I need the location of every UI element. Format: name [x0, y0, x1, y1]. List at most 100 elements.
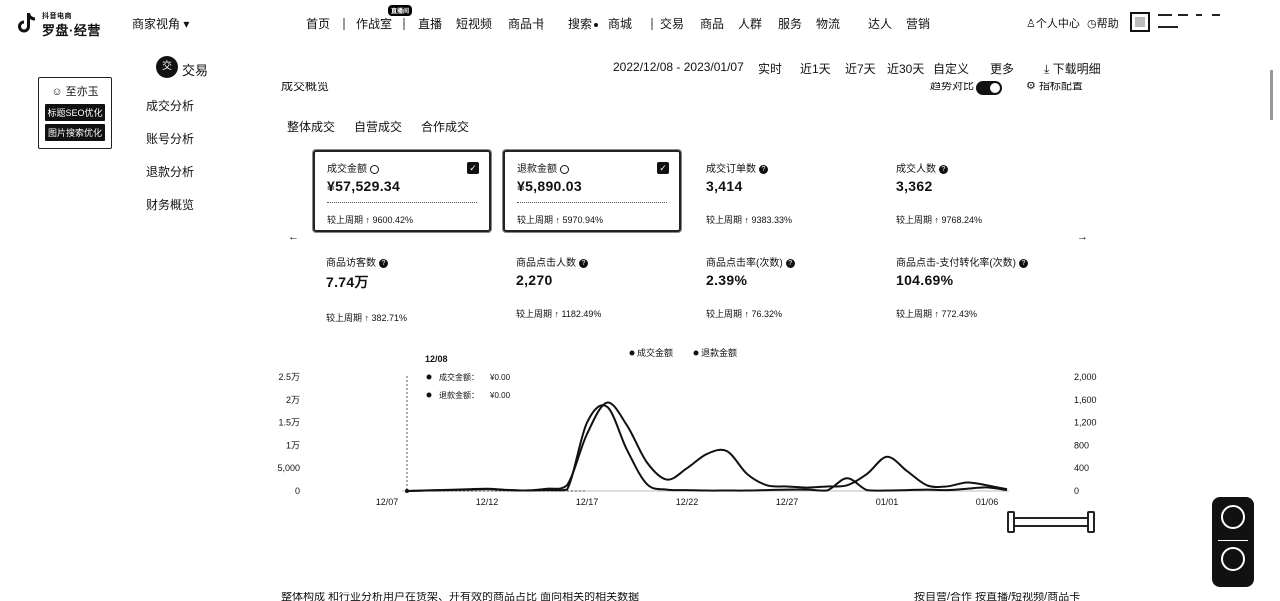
y-right-tick-label: 400 [1074, 463, 1089, 473]
metric-card-deal-amount[interactable]: 成交金额 ¥57,529.34 较上周期 ↑ 9600.42% ✓ [313, 150, 491, 232]
trend-compare-toggle[interactable] [976, 81, 1002, 95]
nav-short-video[interactable]: 短视频 [456, 17, 493, 31]
tab-coop-deal[interactable]: 合作成交 [421, 120, 470, 134]
date-last-1-day[interactable]: 近1天 [800, 62, 831, 76]
nav-crowd[interactable]: 人群 [738, 17, 763, 31]
seo-tools-card: ☺ 至亦玉 标题SEO优化 图片搜索优化 [38, 77, 112, 149]
legend-label: 成交金额 [637, 347, 673, 358]
help-icon: ? [785, 258, 795, 268]
prev-arrow-icon[interactable]: ← [288, 231, 299, 243]
date-last-30-days[interactable]: 近30天 [887, 62, 925, 76]
user-center-label: 个人中心 [1035, 18, 1080, 30]
help-icon: ? [939, 164, 948, 174]
metric-label: 成交金额 [327, 160, 477, 175]
title-seo-button[interactable]: 标题SEO优化 [45, 104, 105, 121]
nav-marketing[interactable]: 营销 [906, 17, 931, 31]
merchant-view-dropdown[interactable]: 商家视角 ▾ [132, 17, 190, 31]
menu-refund-analysis[interactable]: 退款分析 [146, 165, 195, 179]
metric-card-click-rate[interactable]: 商品点击率(次数)? 2.39% 较上周期 ↑ 76.32% [694, 246, 872, 328]
chart-series [405, 401, 1008, 493]
metric-value: 2,270 [516, 272, 553, 288]
tab-self-deal[interactable]: 自营成交 [354, 120, 403, 134]
metric-card-buyer-count[interactable]: 成交人数? 3,362 较上周期 ↑ 9768.24% [884, 152, 1062, 234]
nav-service[interactable]: 服务 [778, 17, 803, 31]
metric-value: 3,362 [896, 178, 933, 194]
indicator-config-button[interactable]: ⚙ 指标配置 [1026, 82, 1083, 92]
download-label: 下载明细 [1052, 62, 1101, 76]
date-range-picker[interactable]: 2022/12/08 - 2023/01/07 [613, 60, 744, 74]
x-tick-label: 12/17 [576, 497, 599, 507]
seo-card-title: ☺ 至亦玉 [43, 83, 107, 99]
checked-checkbox-icon[interactable]: ✓ [657, 162, 669, 174]
user-center-link[interactable]: ♙个人中心 [1026, 15, 1080, 31]
x-tick-label: 12/22 [676, 497, 699, 507]
help-icon: ? [579, 258, 588, 268]
metric-card-product-clickers[interactable]: 商品点击人数? 2,270 较上周期 ↑ 1182.49% [504, 246, 682, 328]
metric-card-product-visitors[interactable]: 商品访客数? 7.74万 较上周期 ↑ 382.71% [314, 246, 492, 328]
nav-logistics[interactable]: 物流 [816, 17, 841, 31]
date-realtime[interactable]: 实时 [758, 62, 783, 76]
metric-compare: 较上周期 ↑ 5970.94% [517, 215, 604, 225]
robot-assistant-icon[interactable] [1221, 547, 1245, 571]
avatar[interactable] [1130, 12, 1150, 32]
menu-deal-analysis[interactable]: 成交分析 [146, 99, 195, 113]
metric-value: 7.74万 [326, 274, 369, 290]
metric-label-text: 商品点击率(次数) [706, 258, 783, 269]
bottom-section-filters[interactable]: 按自营/合作 按直播/短视频/商品卡 [914, 592, 1081, 601]
metric-card-order-count[interactable]: 成交订单数? 3,414 较上周期 ↑ 9383.33% [694, 152, 872, 234]
date-more[interactable]: 更多 [990, 62, 1015, 76]
help-link[interactable]: ◷帮助 [1087, 15, 1119, 31]
nav-separator [541, 18, 543, 30]
y-left-tick-label: 1万 [286, 440, 300, 450]
metric-value: 104.69% [896, 272, 954, 288]
y-right-tick-label: 0 [1074, 486, 1079, 496]
message-icon[interactable] [1221, 505, 1245, 529]
metric-value: ¥5,890.03 [517, 178, 582, 194]
slider-left-handle[interactable] [1007, 511, 1015, 533]
nav-product-card[interactable]: 商品卡 [508, 17, 545, 31]
download-icon: ⤓ [1044, 62, 1050, 76]
tab-overall-deal[interactable]: 整体成交 [287, 120, 336, 134]
help-icon: ? [379, 258, 388, 268]
chart-range-slider[interactable] [1007, 511, 1095, 533]
menu-finance-overview[interactable]: 财务概览 [146, 198, 195, 212]
nav-product[interactable]: 商品 [700, 17, 725, 31]
brand-title: 罗盘·经营 [42, 23, 101, 38]
nav-talent[interactable]: 达人 [868, 17, 893, 31]
help-icon: ◷ [1087, 18, 1097, 30]
image-search-button[interactable]: 图片搜索优化 [45, 124, 105, 141]
download-details-button[interactable]: ⤓ 下载明细 [1044, 60, 1101, 77]
page-scrollbar[interactable] [1270, 70, 1273, 120]
legend-marker [629, 350, 635, 356]
nav-trade[interactable]: 交易 [660, 17, 685, 31]
metric-label: 商品点击率(次数)? [706, 254, 860, 269]
next-arrow-icon[interactable]: → [1077, 231, 1088, 243]
nav-mall[interactable]: 商城 [608, 17, 633, 31]
metric-label-text: 成交人数 [896, 164, 936, 175]
indicator-config-label: 指标配置 [1038, 82, 1083, 92]
metric-card-conversion-rate[interactable]: 商品点击-支付转化率(次数)? 104.69% 较上周期 ↑ 772.43% [884, 246, 1062, 328]
chart-legend: 成交金额 退款金额 [629, 347, 737, 358]
nav-home[interactable]: 首页 [306, 17, 331, 31]
info-icon [370, 164, 379, 174]
floating-assistant-widget[interactable] [1212, 497, 1254, 587]
metric-label-text: 成交金额 [327, 164, 367, 175]
date-last-7-days[interactable]: 近7天 [845, 62, 876, 76]
nav-search[interactable]: 搜索 [568, 15, 599, 32]
x-tick-label: 12/07 [376, 497, 399, 507]
date-custom[interactable]: 自定义 [933, 62, 970, 76]
brand-logo[interactable]: 抖音电商 罗盘·经营 [18, 10, 110, 38]
x-tick-label: 12/12 [476, 497, 499, 507]
metric-compare: 较上周期 ↑ 76.32% [706, 309, 783, 319]
slider-right-handle[interactable] [1087, 511, 1095, 533]
tooltip-value: ¥0.00 [489, 373, 511, 382]
checked-checkbox-icon[interactable]: ✓ [467, 162, 479, 174]
metric-label: 商品点击-支付转化率(次数)? [896, 254, 1050, 269]
metric-card-refund-amount[interactable]: 退款金额 ¥5,890.03 较上周期 ↑ 5970.94% ✓ [503, 150, 681, 232]
trend-line-chart[interactable]: 成交金额 退款金额 0 5,000 1万 1.5万 2万 2.5万 0 400 800 1,200 1… [270, 340, 1100, 512]
nav-live[interactable]: 直播 [418, 17, 443, 31]
menu-account-analysis[interactable]: 账号分析 [146, 132, 195, 146]
nav-war-room[interactable]: 作战室 [356, 17, 393, 31]
legend-marker [693, 350, 699, 356]
slider-track[interactable] [1009, 517, 1093, 527]
